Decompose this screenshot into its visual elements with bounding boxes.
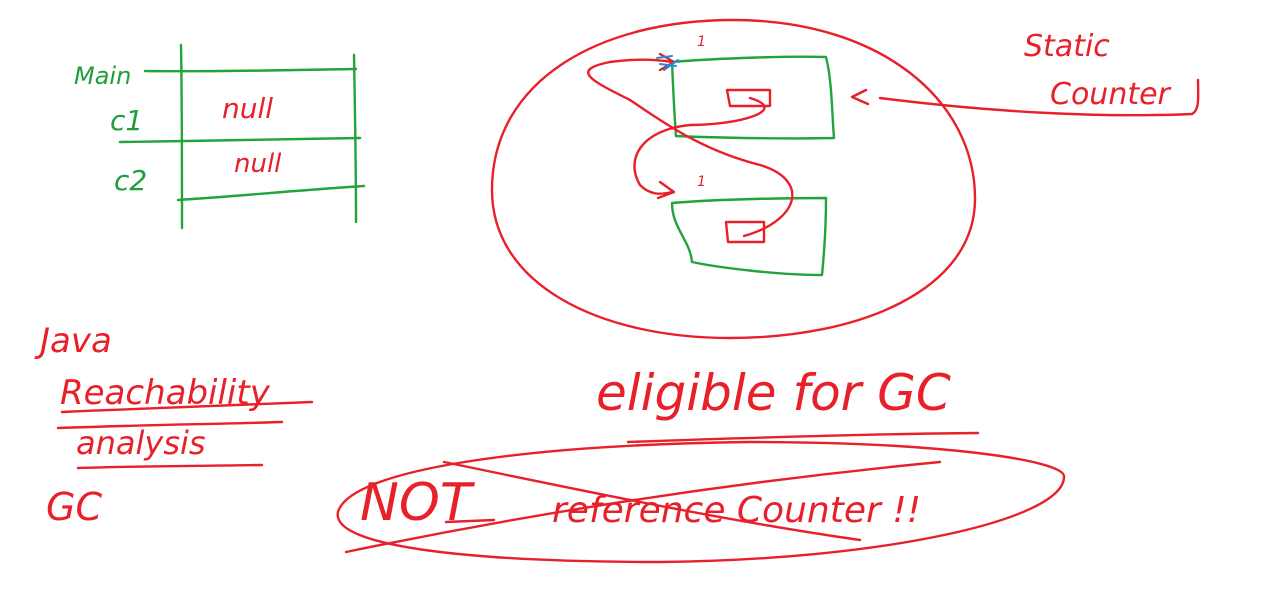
reachability-label: Reachability — [60, 373, 271, 413]
top-to-bottom-arrow — [633, 96, 766, 195]
cross-out-ellipse — [336, 440, 1066, 564]
heap-object-bottom: 1 — [670, 174, 828, 277]
java-label: Java — [34, 321, 112, 361]
stack-frame: Main c1 null c2 null — [74, 43, 366, 230]
stack-frame-top-line — [143, 67, 358, 73]
static-counter-ref: Static Counter — [850, 29, 1200, 117]
not-reference-counter-note: NOT reference Counter !! — [336, 440, 1066, 564]
stack-frame-row-divider — [118, 136, 362, 144]
stack-frame-right-edge — [352, 53, 358, 224]
stack-frame-bottom-line — [176, 184, 366, 202]
stack-var-c1: c1 — [110, 104, 143, 137]
stack-var-c2: c2 — [114, 164, 147, 197]
cross-out-line-1 — [442, 460, 862, 542]
bottom-to-top-arrow — [587, 58, 794, 238]
analysis-underline — [76, 463, 264, 470]
heap-object-top-field — [725, 88, 772, 108]
static-ref-arrow-head — [850, 88, 870, 106]
heap-object-bottom-box — [670, 196, 828, 277]
stack-frame-left-edge — [179, 43, 184, 230]
reachability-underline-2 — [56, 420, 284, 430]
gc-short-label: GC — [46, 485, 102, 529]
eligible-underline — [626, 431, 980, 444]
reachability-underline-1 — [60, 400, 314, 414]
stack-value-c2: null — [234, 149, 282, 179]
blue-annotation-mark — [656, 55, 679, 71]
analysis-label: analysis — [76, 424, 206, 462]
static-ref-line — [878, 78, 1200, 117]
heap-object-bottom-ref-count: 1 — [697, 174, 706, 190]
bottom-arrow-head — [656, 180, 676, 200]
stack-value-c1: null — [222, 92, 273, 125]
reachability-notes: Java Reachability analysis GC — [34, 321, 314, 529]
heap-object-bottom-field — [724, 220, 766, 244]
eligible-for-gc-label: eligible for GC — [596, 364, 951, 422]
cross-out-line-2 — [344, 460, 942, 554]
stack-frame-label: Main — [74, 62, 131, 90]
static-label-2: Counter — [1050, 77, 1172, 112]
heap-object-top: 1 — [670, 34, 836, 140]
island-ellipse — [490, 18, 977, 340]
static-label: Static — [1024, 29, 1110, 64]
not-underline — [444, 518, 496, 524]
heap-object-top-box — [670, 55, 836, 140]
cyclic-reference-arrows — [587, 52, 794, 238]
unreachable-island — [490, 18, 977, 340]
heap-object-top-ref-count: 1 — [697, 34, 706, 50]
